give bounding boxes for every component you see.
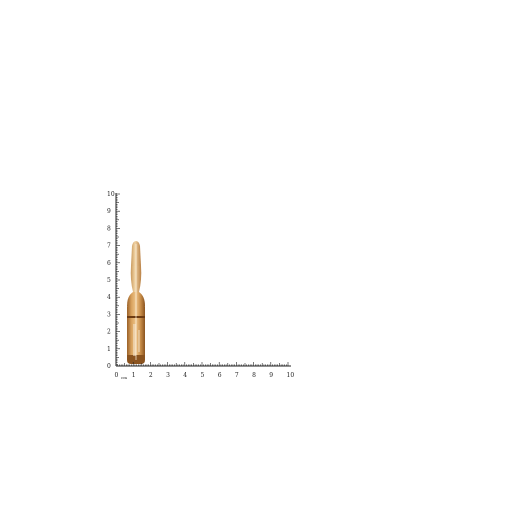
ruler-y-label: 10 (107, 191, 115, 198)
ruler-y-label: 5 (107, 277, 111, 284)
ruler-x-label: 0 (115, 372, 119, 379)
ampoule-band (127, 316, 145, 318)
ruler-y-label: 0 (107, 363, 111, 370)
ampoule (127, 241, 145, 364)
ampoule-label (133, 324, 140, 356)
ruler-x-label: 8 (252, 372, 256, 379)
ruler: 0 1 2 3 4 5 6 7 8 9 10 0 1 2 3 4 5 6 7 8 9 10 cm (107, 191, 294, 380)
ruler-x-label: 3 (166, 372, 170, 379)
ampoule-neck (130, 266, 142, 292)
ruler-x-label: 5 (201, 372, 205, 379)
ampoule-shoulder (127, 292, 145, 306)
ruler-y-label: 4 (107, 294, 111, 301)
ruler-x-label: 2 (149, 372, 153, 379)
ruler-y-label: 6 (107, 260, 111, 267)
ruler-y-label: 3 (107, 311, 111, 318)
ruler-x-label: 7 (235, 372, 239, 379)
ruler-y-label: 9 (107, 208, 111, 215)
ruler-y-labels: 0 1 2 3 4 5 6 7 8 9 10 (107, 191, 115, 370)
ruler-x-ticks (115, 362, 289, 366)
ruler-y-label: 8 (107, 225, 111, 232)
ruler-y-label: 7 (107, 243, 111, 250)
ruler-x-label: 6 (218, 372, 222, 379)
ruler-y-ticks (116, 193, 120, 367)
ruler-x-label: 1 (132, 372, 136, 379)
ruler-y-label: 2 (107, 329, 111, 336)
ruler-y-label: 1 (107, 346, 111, 353)
ruler-unit: cm (121, 375, 127, 380)
ruler-x-label: 4 (183, 372, 187, 379)
ampoule-base (127, 355, 145, 364)
ampoule-highlight (135, 244, 137, 360)
ruler-x-label: 9 (269, 372, 273, 379)
ampoule-tip (131, 241, 141, 266)
ruler-x-labels: 0 1 2 3 4 5 6 7 8 9 10 (115, 372, 295, 379)
ruler-x-label: 10 (287, 372, 295, 379)
